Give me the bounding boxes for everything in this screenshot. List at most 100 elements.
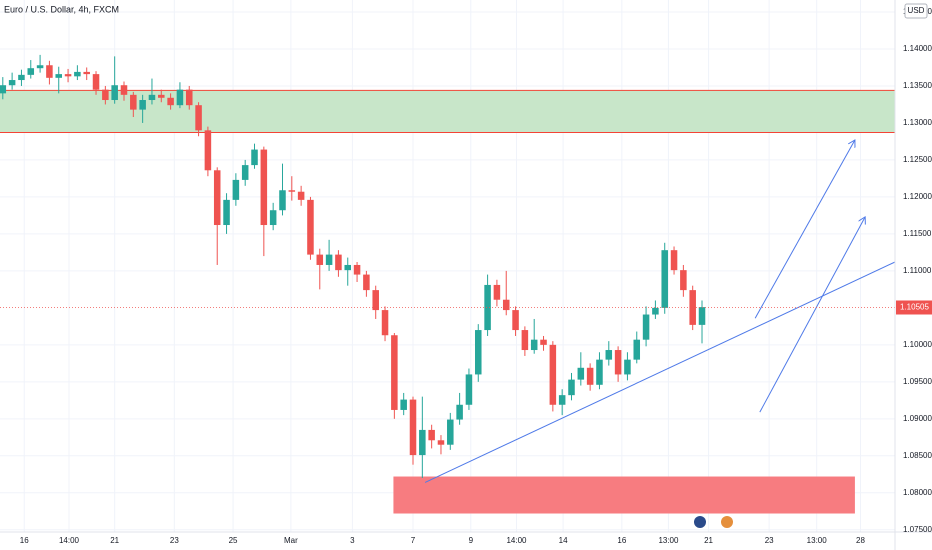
candle-body [512,310,519,331]
candle-body [447,419,454,445]
candle-body [213,170,221,226]
candle-body [55,74,62,78]
candle-body [596,359,603,385]
y-tick-label: 1.11500 [903,229,932,238]
x-tick-label: 9 [469,536,474,545]
y-tick-label: 1.09000 [903,414,932,423]
x-tick-label: 14:00 [59,536,80,545]
candle-body [120,85,128,95]
candle-body [158,94,165,98]
candle-body [400,399,407,410]
x-tick-label: 7 [411,536,416,545]
x-tick-label: 23 [170,536,179,545]
candle-body [185,89,193,106]
candle-body [353,264,361,275]
candle-body [624,359,631,375]
candle-body [549,344,557,405]
candle-body [269,210,277,226]
candle-body [167,97,174,106]
candle-body [521,330,529,351]
y-tick-label: 1.12000 [903,192,932,201]
candle-body [279,190,286,211]
candle-body [288,190,296,192]
candle-body [27,68,35,75]
candle-body [633,339,641,360]
candle-body [83,71,90,75]
x-tick-label: 23 [765,536,774,545]
candle-body [437,440,445,445]
candle-body [232,179,240,200]
candle-body [102,89,109,101]
x-tick-label: 28 [856,536,865,545]
candle-body [419,429,426,456]
candle-body [260,149,268,226]
candle-body [92,74,100,90]
candle-body [18,74,25,81]
y-tick-label: 1.08500 [903,451,932,460]
candle-body [111,85,118,101]
last-price-label: 1.10505 [900,303,929,312]
candle-body [316,254,324,265]
candle-body [36,65,44,69]
candle-body [586,367,594,385]
candle-body [335,254,342,271]
candle-body [540,339,547,345]
candle-body [307,199,314,255]
x-tick-label: 16 [617,536,626,545]
candle-body [670,250,678,271]
candle-body [195,105,202,131]
x-tick-label: 21 [704,536,713,545]
candle-body [223,199,230,226]
candle-body [465,374,473,405]
candle-body [381,310,389,336]
y-tick-label: 1.10000 [903,340,932,349]
x-tick-label: 13:00 [807,536,828,545]
candle-body [139,100,146,110]
candle-body [363,274,370,291]
y-tick-label: 1.13500 [903,81,932,90]
trend-line [754,140,855,319]
candle-body [428,429,435,441]
candle-body [456,404,463,420]
candle-body [558,395,566,405]
candle-body [251,149,258,166]
candle-body [680,270,687,291]
candle-body [8,80,16,86]
candle-body [698,307,706,325]
candle-body [484,284,491,331]
candle-body [642,314,650,340]
candle-body [475,330,482,375]
candle-body [64,74,72,77]
event-icon[interactable] [721,516,733,528]
x-tick-label: 25 [229,536,238,545]
y-tick-label: 1.09500 [903,377,932,386]
candle-body [74,71,81,77]
candle-body [493,284,501,300]
y-tick-label: 1.07500 [903,525,932,534]
candle-body [577,367,585,380]
y-tick-label: 1.08000 [903,488,932,497]
y-tick-label: 1.13000 [903,118,932,127]
candle-body [46,65,53,78]
candle-body [241,165,249,180]
candle-body [568,379,575,396]
x-tick-label: 14 [559,536,568,545]
trend-line [759,217,865,413]
x-tick-label: 21 [110,536,119,545]
candle-body [176,89,184,106]
y-tick-label: 1.14000 [903,44,932,53]
candle-body [130,94,137,110]
candle-body [689,290,696,325]
candle-body [148,94,156,101]
event-icon[interactable] [694,516,706,528]
candle-body [661,250,668,308]
y-tick-label: 1.12500 [903,155,932,164]
zone [393,476,855,514]
currency-badge[interactable] [904,3,928,19]
x-tick-label: Mar [284,536,298,545]
candle-body [391,335,398,410]
candle-body [614,350,622,375]
x-tick-label: 3 [350,536,355,545]
y-tick-label: 1.11000 [903,266,932,275]
